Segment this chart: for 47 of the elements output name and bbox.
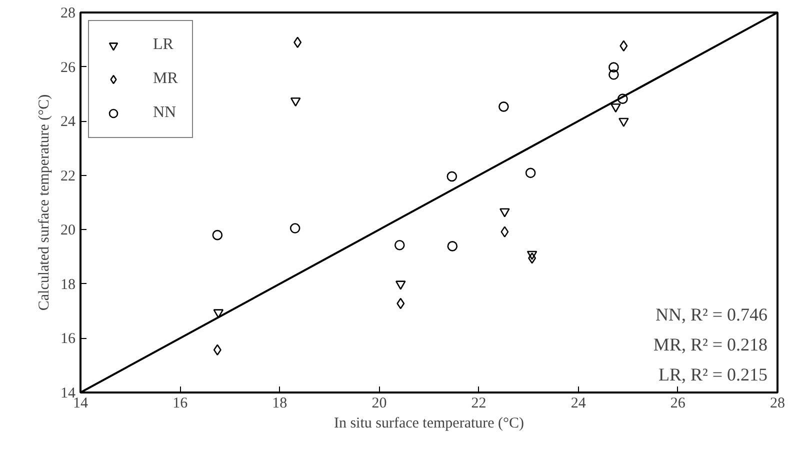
x-tick-label: 18: [272, 396, 288, 412]
point: [446, 171, 458, 182]
point: [212, 230, 223, 240]
y-tick-label: 20: [60, 222, 76, 239]
point: [618, 118, 629, 127]
point: [213, 344, 222, 356]
x-axis-title: In situ surface temperature (°C): [334, 416, 524, 432]
x-tick-label: 22: [471, 396, 486, 412]
x-tick-label: 14: [73, 396, 88, 412]
x-tick-label: 26: [670, 396, 686, 412]
x-tick-label: 20: [372, 396, 387, 412]
point: [500, 208, 510, 218]
x-tick-label: 24: [570, 396, 586, 412]
y-tick-label: 24: [60, 114, 76, 130]
point: [396, 298, 405, 310]
point: [620, 40, 628, 52]
y-tick-label: 28: [60, 6, 76, 22]
point: [608, 70, 619, 80]
point: [528, 252, 536, 264]
y-tick-label: 22: [60, 168, 76, 184]
y-tick-label: 14: [60, 386, 76, 402]
point: [608, 62, 619, 72]
point: [394, 240, 405, 250]
point: [618, 94, 628, 104]
point: [498, 102, 509, 112]
point: [294, 36, 302, 48]
y-axis-title: Calculated surface temperature (°C): [36, 94, 52, 311]
point: [500, 226, 509, 238]
point: [290, 223, 300, 234]
annotation: LR, R² = 0.215: [658, 364, 768, 384]
y-tick-label: 26: [60, 60, 76, 76]
point: [447, 241, 458, 252]
annotation: MR, R² = 0.218: [653, 334, 768, 354]
point: [526, 250, 538, 260]
point: [610, 103, 621, 113]
point: [525, 168, 536, 178]
y-tick-label: 16: [60, 331, 76, 348]
x-tick-label: 16: [172, 396, 188, 412]
y-tick-label: 18: [60, 276, 76, 293]
point: [213, 309, 224, 318]
point: [290, 97, 301, 107]
legend-label: NN: [153, 104, 176, 122]
point: [395, 280, 406, 290]
legend-label: MR: [153, 70, 178, 88]
legend-label: LR: [153, 36, 174, 54]
x-tick-label: 28: [770, 396, 785, 412]
annotation: NN, R² = 0.746: [655, 304, 768, 324]
